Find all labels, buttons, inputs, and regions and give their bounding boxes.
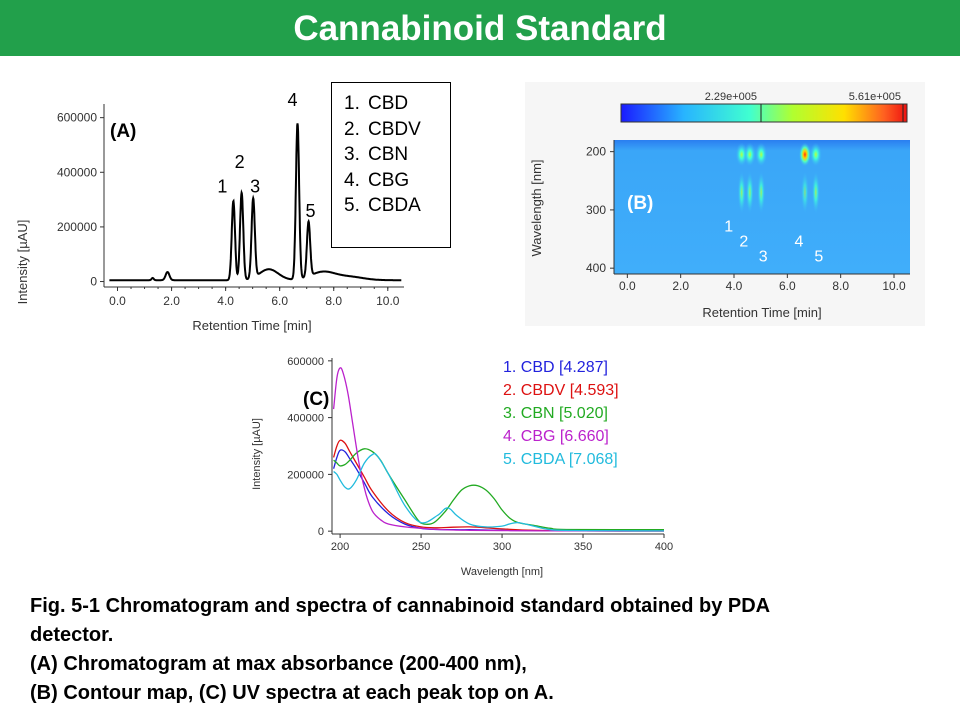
spectrum-legend-entry: 5. CBDA [7.068] xyxy=(503,451,618,468)
y-tick-label: 600000 xyxy=(57,111,97,125)
x-tick-label: 4.0 xyxy=(217,294,234,308)
x-tick-label: 350 xyxy=(574,541,592,553)
colorbar xyxy=(620,103,908,123)
y-axis-label: Wavelength [nm] xyxy=(529,159,544,256)
figure-caption: Fig. 5-1 Chromatogram and spectra of can… xyxy=(30,592,940,708)
x-axis-label: Retention Time [min] xyxy=(192,318,311,333)
peak-legend: 1. CBD 2. CBDV 3. CBN 4. CBG 5. CBDA xyxy=(331,82,451,248)
caption-line: detector. xyxy=(30,624,114,646)
peak-number-label: 1 xyxy=(217,176,227,196)
y-axis-label: Intensity [µAU] xyxy=(15,220,30,305)
peak-number-label: 2 xyxy=(739,234,748,251)
y-tick-label: 200 xyxy=(586,145,606,159)
spectrum-line xyxy=(332,367,665,532)
contour-peak xyxy=(811,170,820,215)
caption-line: (B) Contour map, (C) UV spectra at each … xyxy=(30,682,554,704)
x-tick-label: 10.0 xyxy=(376,294,400,308)
legend-item: 4. CBG xyxy=(344,169,410,191)
spectrum-line xyxy=(333,448,665,531)
x-tick-label: 0.0 xyxy=(619,279,636,293)
y-tick-label: 0 xyxy=(90,275,97,289)
x-tick-label: 8.0 xyxy=(325,294,342,308)
contour-peak xyxy=(798,142,811,167)
y-tick-label: 400000 xyxy=(57,165,97,179)
legend-item: 3. CBN xyxy=(344,144,409,165)
caption-line: (A) Chromatogram at max absorbance (200-… xyxy=(30,653,527,675)
contour-peak xyxy=(800,170,809,215)
peak-number-label: 5 xyxy=(306,201,316,221)
legend-item: 2. CBDV xyxy=(344,118,421,140)
contour-peak xyxy=(745,170,754,215)
y-tick-label: 200000 xyxy=(287,469,324,481)
contour-peak xyxy=(755,142,768,167)
y-tick-label: 400 xyxy=(586,261,606,275)
peak-number-label: 3 xyxy=(250,176,260,196)
peak-number-label: 4 xyxy=(794,234,803,251)
y-tick-label: 200000 xyxy=(57,220,97,234)
peak-number-label: 1 xyxy=(724,219,733,236)
contour-peak xyxy=(737,170,746,215)
spectrum-legend-entry: 1. CBD [4.287] xyxy=(503,359,608,376)
spectrum-legend-entry: 3. CBN [5.020] xyxy=(503,405,608,422)
contour-map-chart: 2.29e+005 5.61e+005 0.0 2.0 4.0 6.0 8.0 10.0 2… xyxy=(525,82,925,326)
x-tick-label: 10.0 xyxy=(882,279,906,293)
page-title: Cannabinoid Standard xyxy=(0,0,960,56)
spectrum-legend-entry: 2. CBDV [4.593] xyxy=(503,382,619,399)
peak-number-label: 5 xyxy=(814,249,823,266)
peak-number-label: 3 xyxy=(759,249,768,266)
x-tick-label: 300 xyxy=(493,541,511,553)
peak-number-label: 4 xyxy=(288,90,298,110)
legend-item: 1. CBD xyxy=(344,93,409,114)
x-tick-label: 6.0 xyxy=(779,279,796,293)
colorbar-label: 2.29e+005 xyxy=(705,91,757,103)
legend-item: 5. CBDA xyxy=(344,195,421,216)
y-tick-label: 400000 xyxy=(287,413,324,425)
x-tick-label: 400 xyxy=(655,541,673,553)
y-axis-label: Intensity [µAU] xyxy=(251,418,263,490)
y-tick-label: 600000 xyxy=(287,356,324,368)
uv-spectra-chart: 200 250 300 350 400 0 200000 400000 600000 1. CB… xyxy=(251,356,673,578)
x-tick-label: 8.0 xyxy=(832,279,849,293)
x-tick-label: 4.0 xyxy=(726,279,743,293)
x-tick-label: 200 xyxy=(331,541,349,553)
x-axis-label: Retention Time [min] xyxy=(702,305,821,320)
colorbar-label: 5.61e+005 xyxy=(849,91,901,103)
panel-label-c: (C) xyxy=(303,389,329,410)
spectrum-line xyxy=(333,452,665,532)
y-tick-label: 300 xyxy=(586,203,606,217)
contour-peak xyxy=(809,142,822,167)
x-axis-label: Wavelength [nm] xyxy=(461,566,543,578)
chromatogram-chart: 0.0 2.0 4.0 6.0 8.0 10.0 0 200000 400000 600000 1… xyxy=(15,90,404,333)
x-tick-label: 2.0 xyxy=(672,279,689,293)
spectrum-legend-entry: 4. CBG [6.660] xyxy=(503,428,609,445)
spectrum-line xyxy=(332,439,665,532)
chromatogram-trace xyxy=(109,123,402,282)
caption-line: Fig. 5-1 Chromatogram and spectra of can… xyxy=(30,595,771,617)
panel-label-a: (A) xyxy=(110,121,136,142)
peak-number-label: 2 xyxy=(235,152,245,172)
contour-peak xyxy=(757,170,766,215)
x-tick-label: 6.0 xyxy=(271,294,288,308)
y-tick-label: 0 xyxy=(318,526,324,538)
x-tick-label: 250 xyxy=(412,541,430,553)
contour-peak xyxy=(743,142,756,167)
x-tick-label: 2.0 xyxy=(163,294,180,308)
x-tick-label: 0.0 xyxy=(109,294,126,308)
panel-label-b: (B) xyxy=(627,193,653,214)
